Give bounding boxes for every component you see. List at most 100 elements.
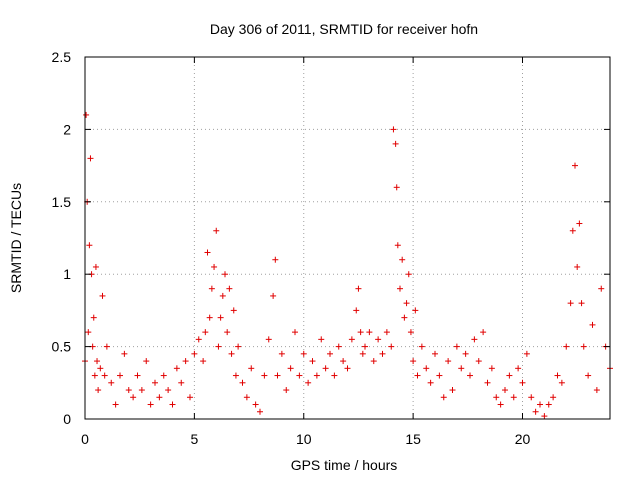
- data-point: [510, 394, 517, 401]
- data-point: [379, 350, 386, 357]
- data-point: [232, 372, 239, 379]
- data-point: [394, 242, 401, 249]
- data-point: [449, 387, 456, 394]
- data-point: [272, 256, 279, 263]
- data-point: [410, 358, 417, 365]
- data-point: [108, 379, 115, 386]
- data-point: [138, 387, 145, 394]
- data-point: [475, 358, 482, 365]
- data-point: [453, 343, 460, 350]
- data-point: [202, 329, 209, 336]
- data-point: [187, 394, 193, 401]
- data-point: [143, 358, 150, 365]
- data-point: [585, 372, 592, 379]
- data-point: [222, 271, 228, 278]
- data-point: [537, 401, 543, 408]
- data-point: [362, 343, 368, 350]
- data-point: [532, 408, 539, 415]
- data-point: [467, 372, 473, 379]
- data-point: [112, 401, 119, 408]
- data-point: [322, 365, 329, 372]
- data-point: [261, 372, 268, 379]
- data-point: [480, 329, 487, 336]
- data-point: [94, 358, 101, 365]
- data-point: [265, 336, 272, 343]
- data-point: [523, 350, 530, 357]
- data-point: [300, 350, 307, 357]
- data-point: [412, 307, 419, 314]
- data-point: [200, 358, 207, 365]
- data-point: [296, 372, 303, 379]
- data-point: [545, 401, 552, 408]
- data-point: [569, 227, 576, 234]
- data-point: [593, 387, 600, 394]
- data-point: [178, 379, 185, 386]
- data-point: [357, 329, 364, 336]
- data-point: [92, 263, 99, 270]
- data-point: [484, 379, 491, 386]
- data-point: [567, 300, 574, 307]
- data-point: [471, 336, 478, 343]
- data-point: [502, 387, 508, 394]
- data-point: [493, 394, 500, 401]
- data-point: [235, 343, 242, 350]
- data-point: [393, 184, 400, 191]
- data-point: [226, 285, 233, 292]
- data-point: [574, 263, 581, 270]
- data-point: [147, 401, 154, 408]
- data-point: [169, 401, 176, 408]
- data-point: [230, 307, 237, 314]
- data-point: [541, 413, 548, 420]
- x-tick-label: 0: [81, 431, 89, 447]
- data-point: [125, 387, 132, 394]
- data-point: [257, 408, 263, 415]
- data-point: [403, 300, 410, 307]
- data-point: [423, 365, 430, 372]
- y-tick-label: 1: [63, 266, 71, 282]
- data-point: [130, 394, 137, 401]
- data-point: [117, 372, 123, 379]
- data-point: [348, 336, 355, 343]
- data-point: [274, 372, 281, 379]
- x-tick-label: 15: [405, 431, 421, 447]
- data-point: [195, 336, 202, 343]
- data-point: [86, 242, 93, 249]
- data-point: [91, 372, 98, 379]
- data-point: [215, 343, 222, 350]
- grid: [85, 57, 610, 419]
- data-point: [401, 314, 408, 321]
- data-points: [82, 111, 613, 420]
- data-point: [292, 329, 298, 336]
- data-point: [488, 365, 495, 372]
- data-point: [572, 162, 578, 169]
- data-point: [563, 343, 570, 350]
- data-point: [318, 336, 325, 343]
- y-tick-label: 2: [63, 121, 71, 137]
- data-point: [217, 314, 224, 321]
- data-point: [211, 263, 218, 270]
- data-point: [462, 350, 469, 357]
- data-point: [519, 379, 526, 386]
- data-point: [327, 350, 333, 357]
- data-point: [99, 292, 106, 299]
- data-point: [580, 343, 587, 350]
- data-point: [204, 249, 211, 256]
- data-point: [366, 329, 373, 336]
- data-point: [87, 155, 94, 162]
- data-point: [558, 379, 565, 386]
- data-point: [375, 336, 382, 343]
- data-point: [239, 379, 246, 386]
- data-point: [313, 372, 320, 379]
- data-point: [305, 379, 312, 386]
- data-point: [213, 227, 220, 234]
- data-point: [134, 372, 141, 379]
- data-point: [173, 365, 180, 372]
- y-tick-label: 2.5: [52, 49, 72, 65]
- data-point: [278, 350, 285, 357]
- data-point: [208, 285, 215, 292]
- data-point: [252, 401, 259, 408]
- data-point: [331, 372, 338, 379]
- data-point: [85, 329, 92, 336]
- data-point: [506, 372, 513, 379]
- data-point: [383, 329, 390, 336]
